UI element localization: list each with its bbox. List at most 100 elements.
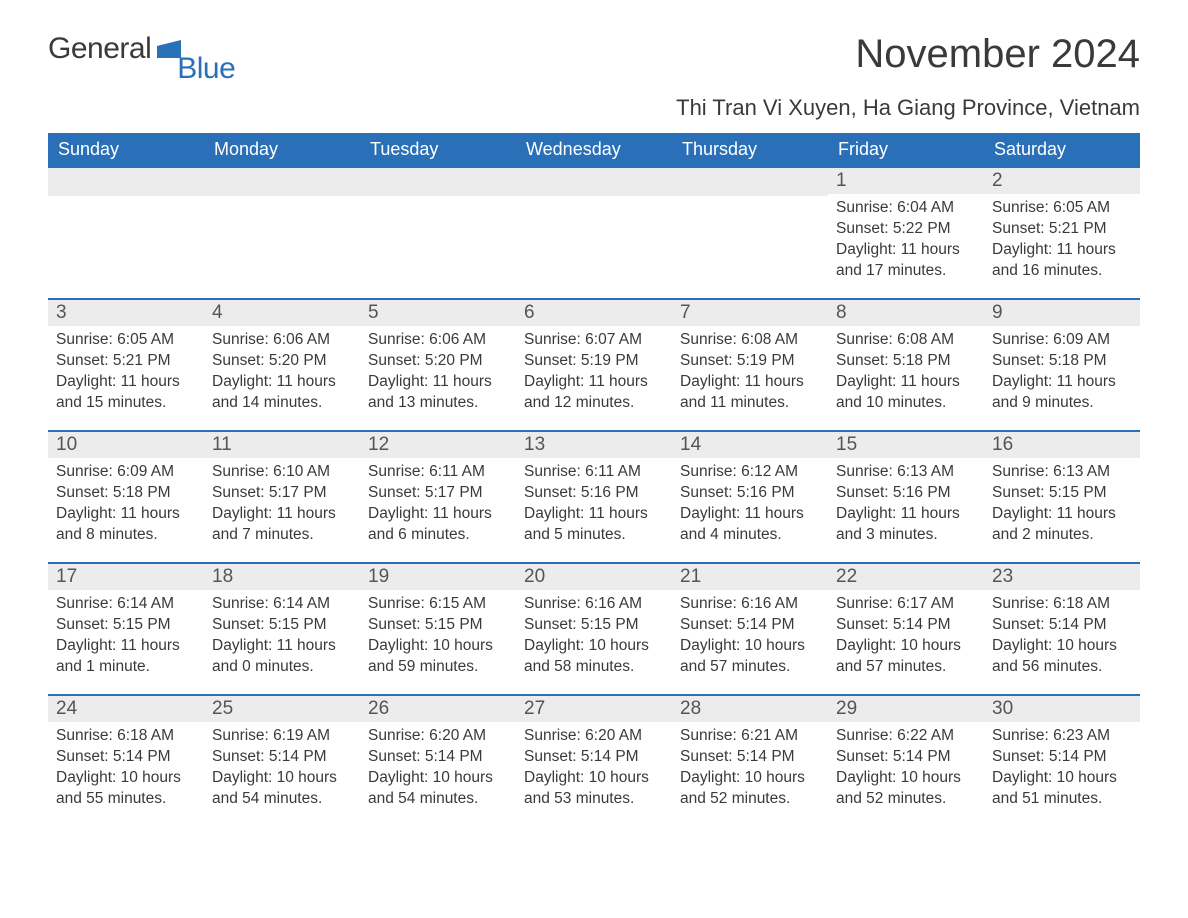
day-detail: Sunrise: 6:07 AMSunset: 5:19 PMDaylight:… xyxy=(516,326,672,424)
day-detail: Sunrise: 6:09 AMSunset: 5:18 PMDaylight:… xyxy=(48,458,204,556)
day-cell: 27Sunrise: 6:20 AMSunset: 5:14 PMDayligh… xyxy=(516,696,672,826)
day-number: 28 xyxy=(672,696,828,722)
daylight-text: Daylight: 10 hours and 57 minutes. xyxy=(836,636,976,678)
daylight-text: Daylight: 11 hours and 16 minutes. xyxy=(992,240,1132,282)
sunset-text: Sunset: 5:18 PM xyxy=(56,483,196,504)
week-row: 10Sunrise: 6:09 AMSunset: 5:18 PMDayligh… xyxy=(48,430,1140,562)
daylight-text: Daylight: 11 hours and 3 minutes. xyxy=(836,504,976,546)
day-detail: Sunrise: 6:18 AMSunset: 5:14 PMDaylight:… xyxy=(48,722,204,820)
day-cell: 7Sunrise: 6:08 AMSunset: 5:19 PMDaylight… xyxy=(672,300,828,430)
sunset-text: Sunset: 5:16 PM xyxy=(836,483,976,504)
day-detail: Sunrise: 6:19 AMSunset: 5:14 PMDaylight:… xyxy=(204,722,360,820)
day-number: 3 xyxy=(48,300,204,326)
day-number: 23 xyxy=(984,564,1140,590)
daylight-text: Daylight: 11 hours and 4 minutes. xyxy=(680,504,820,546)
calendar: Sunday Monday Tuesday Wednesday Thursday… xyxy=(48,133,1140,826)
day-detail: Sunrise: 6:06 AMSunset: 5:20 PMDaylight:… xyxy=(204,326,360,424)
daylight-text: Daylight: 10 hours and 59 minutes. xyxy=(368,636,508,678)
day-cell: 1Sunrise: 6:04 AMSunset: 5:22 PMDaylight… xyxy=(828,168,984,298)
sunset-text: Sunset: 5:17 PM xyxy=(212,483,352,504)
day-number: 13 xyxy=(516,432,672,458)
day-number: 30 xyxy=(984,696,1140,722)
day-number: 16 xyxy=(984,432,1140,458)
day-cell: 9Sunrise: 6:09 AMSunset: 5:18 PMDaylight… xyxy=(984,300,1140,430)
day-detail: Sunrise: 6:11 AMSunset: 5:17 PMDaylight:… xyxy=(360,458,516,556)
day-number: 26 xyxy=(360,696,516,722)
day-number xyxy=(360,168,516,196)
week-row: 24Sunrise: 6:18 AMSunset: 5:14 PMDayligh… xyxy=(48,694,1140,826)
daylight-text: Daylight: 10 hours and 58 minutes. xyxy=(524,636,664,678)
daylight-text: Daylight: 11 hours and 2 minutes. xyxy=(992,504,1132,546)
day-cell: 21Sunrise: 6:16 AMSunset: 5:14 PMDayligh… xyxy=(672,564,828,694)
day-cell xyxy=(672,168,828,298)
sunset-text: Sunset: 5:16 PM xyxy=(680,483,820,504)
daylight-text: Daylight: 11 hours and 9 minutes. xyxy=(992,372,1132,414)
sunrise-text: Sunrise: 6:08 AM xyxy=(680,330,820,351)
weekday-header: Saturday xyxy=(984,133,1140,168)
daylight-text: Daylight: 10 hours and 52 minutes. xyxy=(680,768,820,810)
sunrise-text: Sunrise: 6:11 AM xyxy=(524,462,664,483)
sunset-text: Sunset: 5:19 PM xyxy=(524,351,664,372)
day-detail: Sunrise: 6:22 AMSunset: 5:14 PMDaylight:… xyxy=(828,722,984,820)
sunset-text: Sunset: 5:14 PM xyxy=(524,747,664,768)
day-number: 12 xyxy=(360,432,516,458)
sunrise-text: Sunrise: 6:10 AM xyxy=(212,462,352,483)
daylight-text: Daylight: 11 hours and 8 minutes. xyxy=(56,504,196,546)
sunset-text: Sunset: 5:15 PM xyxy=(212,615,352,636)
day-number: 8 xyxy=(828,300,984,326)
sunset-text: Sunset: 5:22 PM xyxy=(836,219,976,240)
day-number: 1 xyxy=(828,168,984,194)
week-row: 17Sunrise: 6:14 AMSunset: 5:15 PMDayligh… xyxy=(48,562,1140,694)
day-cell: 14Sunrise: 6:12 AMSunset: 5:16 PMDayligh… xyxy=(672,432,828,562)
sunrise-text: Sunrise: 6:09 AM xyxy=(56,462,196,483)
sunset-text: Sunset: 5:21 PM xyxy=(56,351,196,372)
day-detail: Sunrise: 6:13 AMSunset: 5:15 PMDaylight:… xyxy=(984,458,1140,556)
sunset-text: Sunset: 5:14 PM xyxy=(680,747,820,768)
daylight-text: Daylight: 10 hours and 55 minutes. xyxy=(56,768,196,810)
day-detail: Sunrise: 6:08 AMSunset: 5:18 PMDaylight:… xyxy=(828,326,984,424)
day-detail: Sunrise: 6:04 AMSunset: 5:22 PMDaylight:… xyxy=(828,194,984,292)
sunset-text: Sunset: 5:14 PM xyxy=(992,615,1132,636)
day-cell: 12Sunrise: 6:11 AMSunset: 5:17 PMDayligh… xyxy=(360,432,516,562)
sunrise-text: Sunrise: 6:16 AM xyxy=(680,594,820,615)
day-cell: 17Sunrise: 6:14 AMSunset: 5:15 PMDayligh… xyxy=(48,564,204,694)
sunset-text: Sunset: 5:20 PM xyxy=(368,351,508,372)
sunset-text: Sunset: 5:14 PM xyxy=(212,747,352,768)
sunrise-text: Sunrise: 6:08 AM xyxy=(836,330,976,351)
sunset-text: Sunset: 5:14 PM xyxy=(992,747,1132,768)
day-number xyxy=(48,168,204,196)
day-cell: 15Sunrise: 6:13 AMSunset: 5:16 PMDayligh… xyxy=(828,432,984,562)
day-number: 27 xyxy=(516,696,672,722)
day-detail: Sunrise: 6:13 AMSunset: 5:16 PMDaylight:… xyxy=(828,458,984,556)
weekday-header: Sunday xyxy=(48,133,204,168)
day-detail: Sunrise: 6:18 AMSunset: 5:14 PMDaylight:… xyxy=(984,590,1140,688)
day-number: 5 xyxy=(360,300,516,326)
day-number: 21 xyxy=(672,564,828,590)
day-number xyxy=(672,168,828,196)
sunset-text: Sunset: 5:19 PM xyxy=(680,351,820,372)
sunset-text: Sunset: 5:15 PM xyxy=(992,483,1132,504)
day-cell xyxy=(204,168,360,298)
day-cell: 29Sunrise: 6:22 AMSunset: 5:14 PMDayligh… xyxy=(828,696,984,826)
day-detail: Sunrise: 6:20 AMSunset: 5:14 PMDaylight:… xyxy=(516,722,672,820)
sunset-text: Sunset: 5:15 PM xyxy=(56,615,196,636)
day-cell: 22Sunrise: 6:17 AMSunset: 5:14 PMDayligh… xyxy=(828,564,984,694)
day-cell: 28Sunrise: 6:21 AMSunset: 5:14 PMDayligh… xyxy=(672,696,828,826)
header: General Blue November 2024 Thi Tran Vi X… xyxy=(48,32,1140,129)
day-number: 14 xyxy=(672,432,828,458)
day-cell: 6Sunrise: 6:07 AMSunset: 5:19 PMDaylight… xyxy=(516,300,672,430)
day-number xyxy=(516,168,672,196)
day-detail: Sunrise: 6:09 AMSunset: 5:18 PMDaylight:… xyxy=(984,326,1140,424)
daylight-text: Daylight: 11 hours and 5 minutes. xyxy=(524,504,664,546)
sunset-text: Sunset: 5:14 PM xyxy=(836,615,976,636)
sunrise-text: Sunrise: 6:20 AM xyxy=(368,726,508,747)
daylight-text: Daylight: 11 hours and 7 minutes. xyxy=(212,504,352,546)
day-cell: 3Sunrise: 6:05 AMSunset: 5:21 PMDaylight… xyxy=(48,300,204,430)
day-cell: 24Sunrise: 6:18 AMSunset: 5:14 PMDayligh… xyxy=(48,696,204,826)
sunset-text: Sunset: 5:21 PM xyxy=(992,219,1132,240)
daylight-text: Daylight: 11 hours and 13 minutes. xyxy=(368,372,508,414)
sunset-text: Sunset: 5:15 PM xyxy=(524,615,664,636)
day-number: 10 xyxy=(48,432,204,458)
sunset-text: Sunset: 5:14 PM xyxy=(56,747,196,768)
day-detail: Sunrise: 6:14 AMSunset: 5:15 PMDaylight:… xyxy=(48,590,204,688)
